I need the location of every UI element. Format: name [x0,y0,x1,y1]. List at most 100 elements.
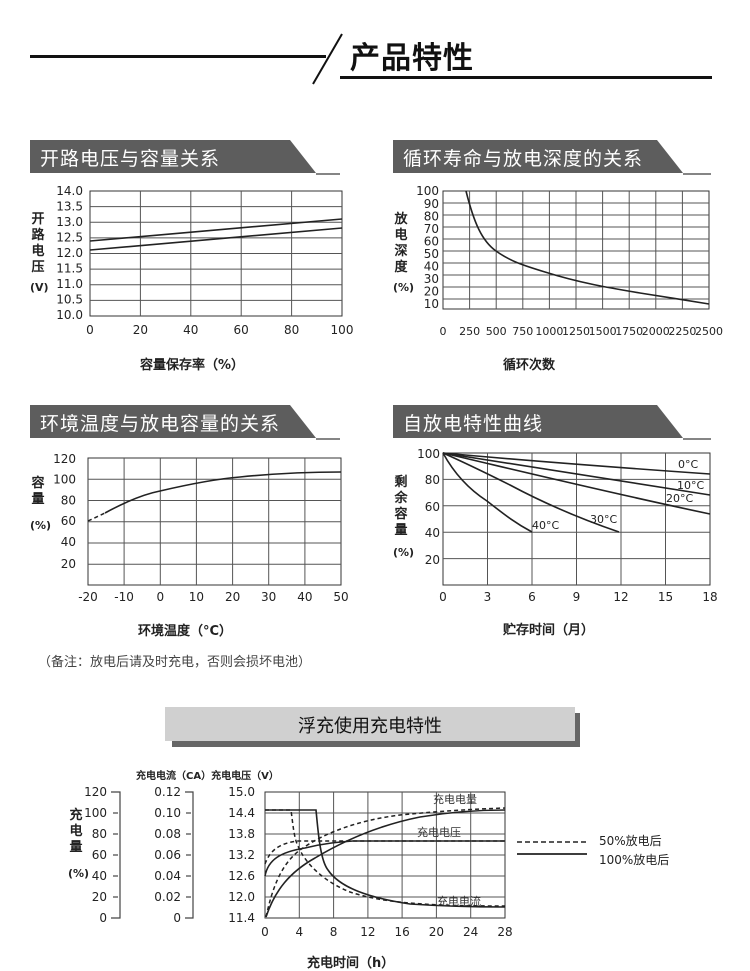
svg-text:13.5: 13.5 [56,200,83,214]
svg-text:60: 60 [61,514,76,528]
svg-text:100: 100 [84,806,107,820]
annotation-charge-current: 充电电流 [437,894,481,908]
svg-text:0.12: 0.12 [154,785,181,799]
section-title: 浮充使用充电特性 [298,716,442,737]
title-rule-left [30,55,326,58]
svg-text:120: 120 [53,452,76,466]
svg-text:250: 250 [459,325,480,338]
svg-text:100: 100 [416,184,439,198]
solid-line-icon [517,853,587,855]
svg-text:80: 80 [92,827,107,841]
svg-text:10: 10 [189,590,204,604]
svg-text:3: 3 [484,590,492,604]
series-label-30c: 30°C [590,513,617,526]
svg-text:2250: 2250 [668,325,696,338]
dashed-line-icon [517,841,587,843]
svg-text:20: 20 [61,557,76,571]
svg-text:20: 20 [133,323,148,337]
svg-text:20: 20 [92,890,107,904]
annotation-charge-voltage: 充电电压 [417,825,461,839]
svg-text:10: 10 [424,297,439,311]
svg-text:10.0: 10.0 [56,308,83,322]
section-title: 循环寿命与放电深度的关系 [403,148,644,170]
svg-text:40: 40 [61,535,76,549]
svg-text:1750: 1750 [615,325,643,338]
temp-note: （备注：放电后请及时充电，否则会损坏电池） [38,655,312,670]
svg-text:100: 100 [417,447,440,461]
ocv-chart: 14.0 13.513.0 12.512.0 11.5 11.0 10.510.0 0… [56,184,354,337]
svg-text:750: 750 [512,325,533,338]
svg-text:-20: -20 [78,590,98,604]
section-header-cycle: 循环寿命与放电深度的关系 [393,140,713,176]
svg-text:11.4: 11.4 [228,911,255,925]
svg-text:9: 9 [573,590,581,604]
svg-text:0.10: 0.10 [154,806,181,820]
float-y-label: 充 电 量 (%) [68,808,90,880]
svg-text:100: 100 [331,323,354,337]
float-axis-titles: 充电电流（CA）充电电压（V） [136,767,279,782]
title-slash [312,33,343,85]
svg-text:12.0: 12.0 [228,890,255,904]
svg-text:18: 18 [702,590,717,604]
svg-text:1250: 1250 [562,325,590,338]
svg-text:11.5: 11.5 [56,262,83,276]
svg-text:1000: 1000 [535,325,563,338]
svg-text:6: 6 [528,590,536,604]
svg-text:50: 50 [333,590,348,604]
svg-text:8: 8 [330,925,338,939]
svg-text:12.5: 12.5 [56,231,83,245]
svg-text:40: 40 [425,526,440,540]
svg-text:1500: 1500 [589,325,617,338]
svg-text:0: 0 [86,323,94,337]
svg-text:120: 120 [84,785,107,799]
svg-text:12: 12 [360,925,375,939]
header-bg [393,405,711,440]
svg-text:15.0: 15.0 [228,785,255,799]
svg-text:0: 0 [173,911,181,925]
self-discharge-chart: 100 80 60 40 20 0°C 10°C 20°C 30°C 40°C 0 3 6… [417,447,718,604]
svg-text:2500: 2500 [695,325,723,338]
header-bg [30,405,340,440]
page-title: 产品特性 [350,41,474,76]
svg-text:80: 80 [284,323,299,337]
svg-text:40: 40 [92,869,107,883]
svg-text:50: 50 [424,247,439,261]
self-discharge-y-label: 剩 余 容 量 (%) [393,475,415,559]
cycle-x-label: 循环次数 [503,358,556,373]
svg-text:100: 100 [53,473,76,487]
current-axis-title: 充电电流（CA） [136,771,212,782]
svg-text:13.8: 13.8 [228,827,255,841]
svg-text:14.4: 14.4 [228,806,255,820]
svg-text:0: 0 [156,590,164,604]
svg-text:20: 20 [225,590,240,604]
svg-text:0.08: 0.08 [154,827,181,841]
svg-text:24: 24 [463,925,478,939]
svg-text:80: 80 [425,473,440,487]
series-label-20c: 20°C [666,492,693,505]
svg-text:0.04: 0.04 [154,869,181,883]
svg-text:30: 30 [424,272,439,286]
svg-text:0: 0 [440,325,447,338]
section-header-ocv: 开路电压与容量关系 [30,140,340,176]
temp-x-label: 环境温度（°C） [138,624,233,639]
section-header-temp: 环境温度与放电容量的关系 [30,405,340,441]
svg-text:15: 15 [658,590,673,604]
svg-text:28: 28 [497,925,512,939]
series-label-10c: 10°C [677,479,704,492]
svg-text:90: 90 [424,197,439,211]
svg-text:80: 80 [424,210,439,224]
svg-text:12.6: 12.6 [228,869,255,883]
svg-text:14.0: 14.0 [56,184,83,198]
section-header-self-discharge: 自放电特性曲线 [393,405,713,441]
svg-text:60: 60 [234,323,249,337]
svg-text:60: 60 [425,500,440,514]
svg-text:0: 0 [261,925,269,939]
svg-text:10.5: 10.5 [56,293,83,307]
ocv-y-label: 开 路 电 压 (V) [30,212,49,294]
svg-text:20: 20 [424,285,439,299]
svg-text:60: 60 [424,235,439,249]
svg-text:500: 500 [486,325,507,338]
annotation-charge-amount: 充电电量 [433,792,477,806]
